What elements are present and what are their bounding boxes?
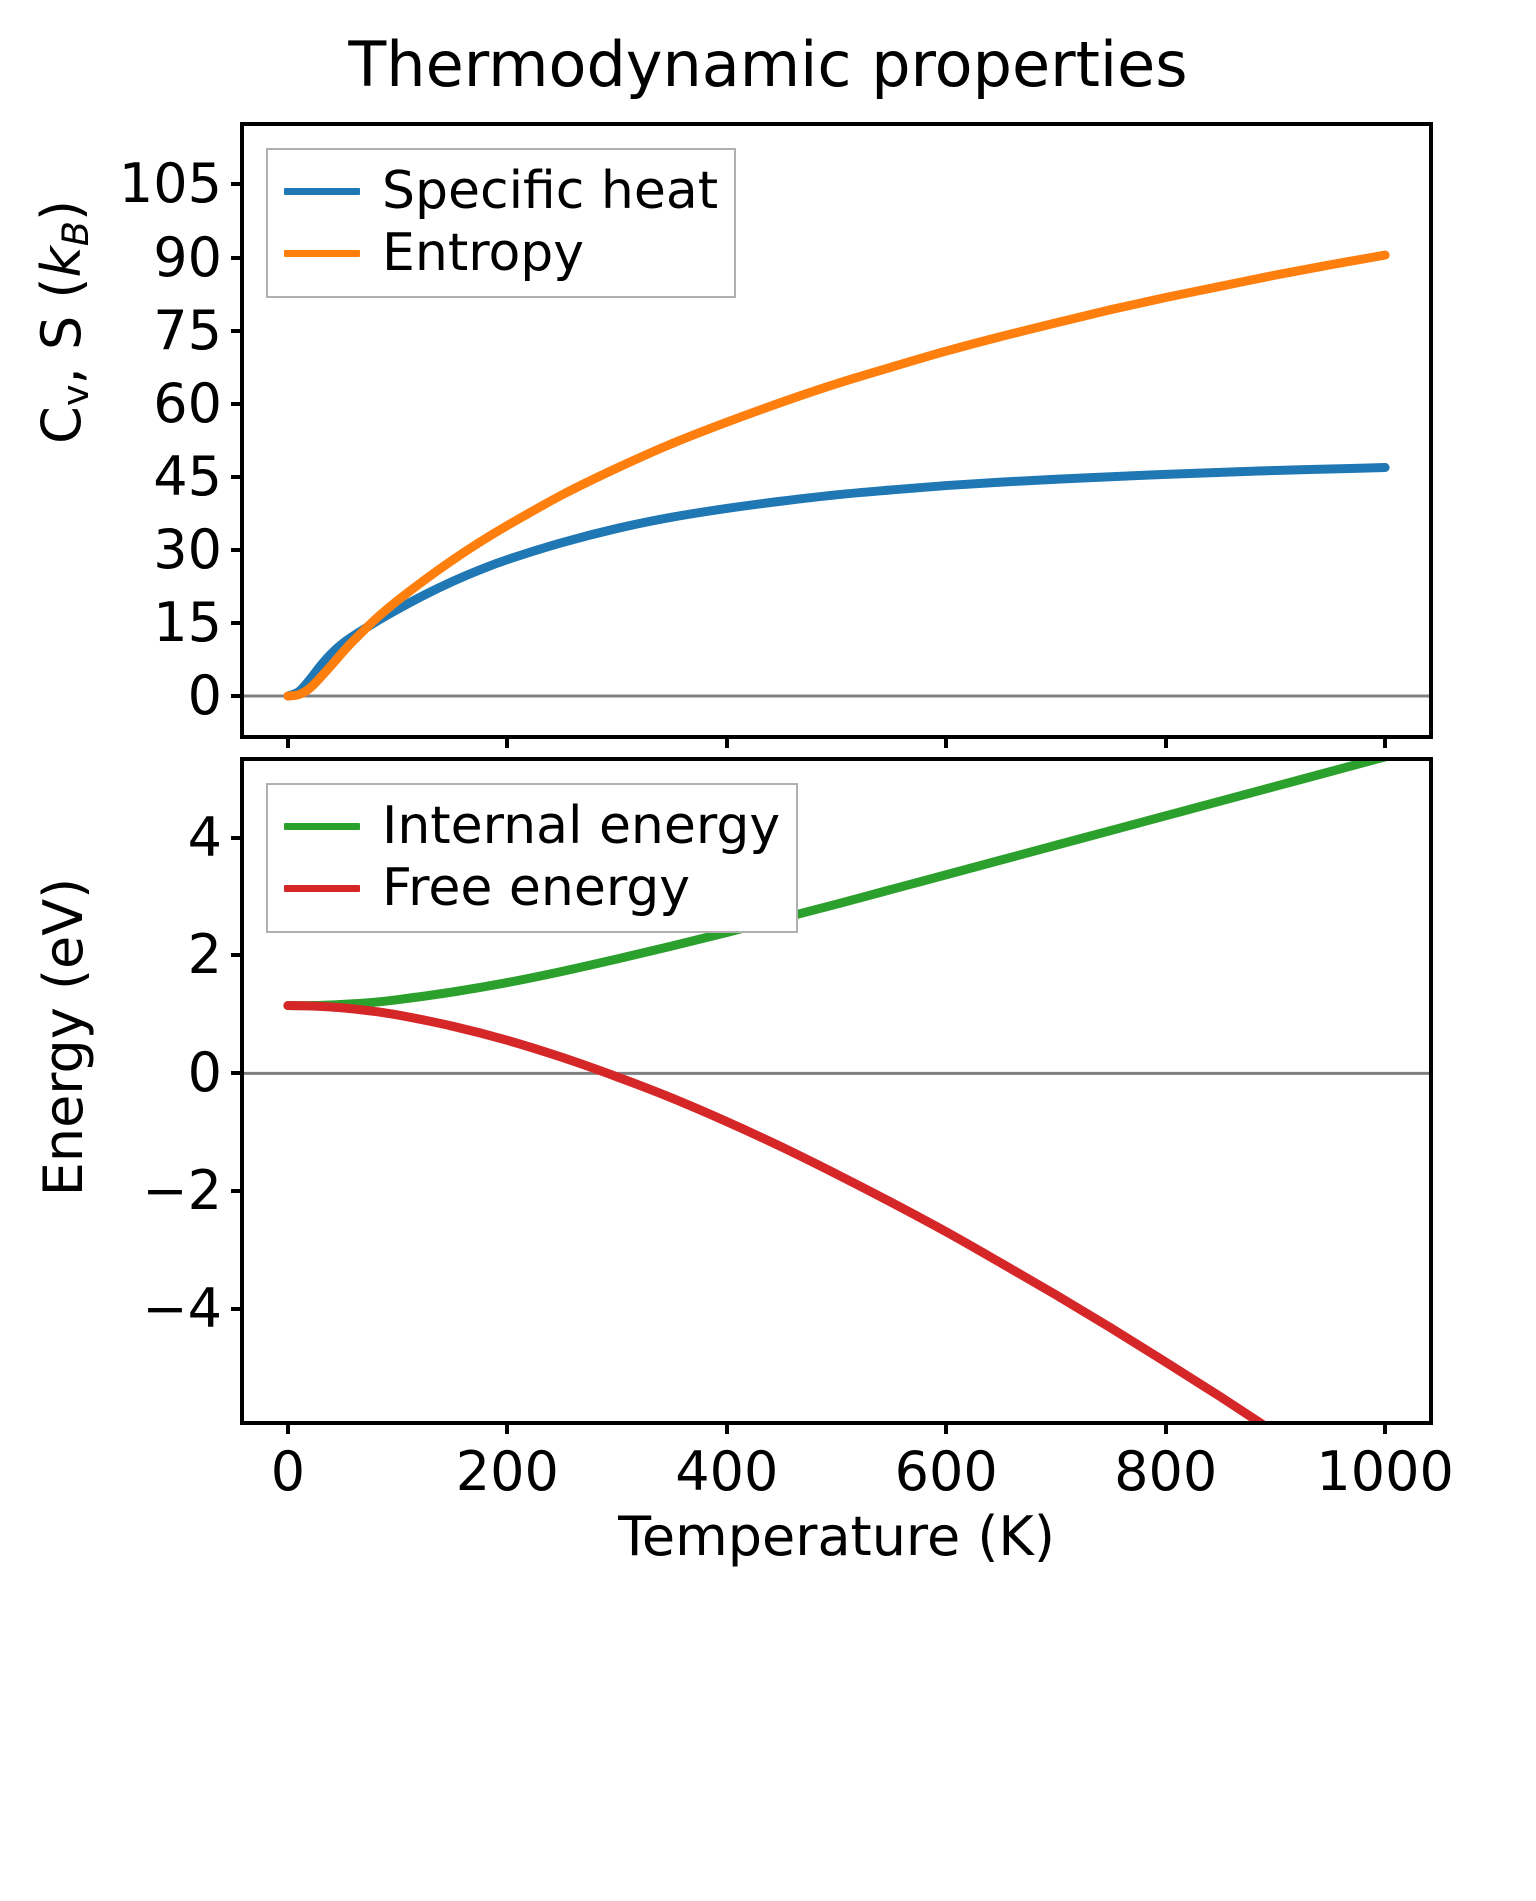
x-tick-mark: [285, 735, 290, 748]
x-tick-mark: [944, 735, 949, 748]
y-tick-mark: [231, 182, 244, 187]
x-tick-mark: [1163, 735, 1168, 748]
top-panel-legend: Specific heat Entropy: [266, 148, 737, 298]
legend-item-specific-heat: Specific heat: [284, 160, 718, 222]
y-tick-mark: [231, 255, 244, 260]
y-tick-mark: [231, 401, 244, 406]
x-tick-mark: [505, 1421, 510, 1434]
top-panel-axes: 0 15 30 45 60 75 90 105 Specific heat Entropy: [119, 122, 1433, 748]
x-tick-label: 200: [455, 1440, 559, 1503]
y-tick-label: 0: [187, 664, 222, 728]
bottom-panel-legend: Internal energy Free energy: [266, 783, 799, 933]
x-tick-mark: [944, 1421, 949, 1434]
y-tick-mark: [231, 1189, 244, 1194]
x-tick-mark: [724, 1421, 729, 1434]
y-label-k: k: [30, 246, 94, 278]
legend-swatch-specific-heat: [284, 187, 360, 195]
y-tick-mark: [231, 620, 244, 625]
x-tick-mark: [285, 1421, 290, 1434]
y-tick-label: 90: [153, 225, 222, 289]
y-tick-label: 60: [153, 371, 222, 435]
x-axis-label: Temperature (K): [618, 1505, 1055, 1568]
top-panel-plot-area: [244, 126, 1429, 735]
legend-item-free-energy: Free energy: [284, 857, 780, 919]
top-panel-curves: [244, 250, 1429, 701]
curve-free-energy: [283, 1001, 1266, 1421]
legend-swatch-free-energy: [284, 884, 360, 892]
legend-label-internal-energy: Internal energy: [382, 796, 781, 856]
legend-label-free-energy: Free energy: [382, 858, 691, 918]
curve-specific-heat: [283, 463, 1390, 701]
y-tick-mark: [231, 1307, 244, 1312]
y-tick-mark: [231, 1071, 244, 1076]
page-title: Thermodynamic properties: [348, 28, 1188, 101]
y-tick-mark: [231, 474, 244, 479]
legend-item-entropy: Entropy: [284, 222, 718, 284]
legend-label-specific-heat: Specific heat: [382, 161, 719, 221]
y-tick-mark: [231, 328, 244, 333]
y-tick-label: 15: [153, 590, 222, 654]
x-tick-label: 800: [1114, 1440, 1218, 1503]
y-tick-label: 105: [118, 152, 222, 216]
y-label-mid: , S (: [30, 277, 94, 385]
y-tick-mark: [231, 547, 244, 552]
y-tick-label: −2: [142, 1159, 222, 1223]
x-tick-mark: [724, 735, 729, 748]
x-tick-label: 0: [270, 1440, 306, 1503]
y-tick-mark: [231, 835, 244, 840]
y-tick-label: 4: [187, 805, 222, 869]
y-tick-mark: [231, 953, 244, 958]
x-tick-mark: [1163, 1421, 1168, 1434]
y-tick-label: 30: [153, 517, 222, 581]
bottom-panel-axes: 4 2 0 −2 −4 0 200 400 600 800 1000 Internal energ…: [142, 757, 1454, 1499]
y-tick-label: 0: [187, 1041, 222, 1105]
x-tick-mark: [1383, 1421, 1388, 1434]
y-label-v: v: [54, 384, 98, 407]
x-tick-mark: [1383, 735, 1388, 748]
y-tick-label: −4: [142, 1277, 222, 1341]
legend-item-internal-energy: Internal energy: [284, 795, 780, 857]
top-panel-y-axis-label: Cv, S (kB): [30, 42, 98, 602]
legend-swatch-entropy: [284, 249, 360, 257]
x-tick-label: 1000: [1316, 1440, 1454, 1503]
y-tick-label: 2: [187, 923, 222, 987]
y-tick-label: 75: [153, 298, 222, 362]
y-label-close: ): [30, 199, 94, 222]
curve-entropy: [283, 250, 1390, 701]
y-tick-label: 45: [153, 444, 222, 508]
y-label-c: C: [30, 406, 94, 444]
y-label-b: B: [54, 221, 98, 247]
legend-swatch-internal-energy: [284, 822, 360, 830]
x-tick-label: 600: [894, 1440, 998, 1503]
x-tick-label: 400: [675, 1440, 779, 1503]
y-tick-mark: [231, 694, 244, 699]
legend-label-entropy: Entropy: [382, 223, 585, 283]
bottom-panel-y-axis-label: Energy (eV): [32, 877, 95, 1197]
x-tick-mark: [505, 735, 510, 748]
